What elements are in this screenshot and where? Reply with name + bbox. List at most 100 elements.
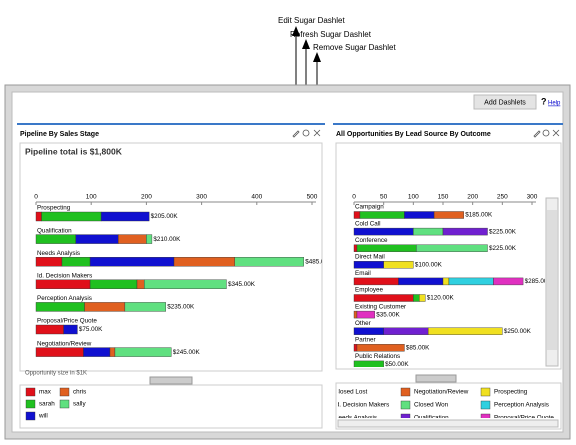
horizontal-scrollbar[interactable] xyxy=(337,419,559,428)
category-label: Cold Call xyxy=(355,220,381,227)
legend: Closed Lost Id. Decision Makers Needs Anal… xyxy=(334,387,554,422)
scroll-handle[interactable] xyxy=(415,374,457,383)
legend-label: sarah xyxy=(39,401,55,408)
category-label: Prospecting xyxy=(37,205,71,212)
legend-label: max xyxy=(39,389,52,396)
total-label: $100.00K xyxy=(415,261,443,268)
legend-swatch xyxy=(480,387,491,397)
plot-area: Campaign $185.00K Cold Call $225.00K Confere… xyxy=(353,204,553,368)
bar-segment xyxy=(359,211,405,219)
bar-segment xyxy=(63,324,78,335)
legend-label: Closed Lost xyxy=(334,389,368,396)
bar-segment xyxy=(35,279,91,289)
category-label: Direct Mail xyxy=(355,253,385,260)
bar-segment xyxy=(442,277,450,286)
scroll-thumb[interactable] xyxy=(547,210,557,350)
legend-swatch xyxy=(25,387,36,397)
add-dashlets-button[interactable] xyxy=(473,94,537,110)
bar-segment xyxy=(442,227,488,236)
category-label: Perception Analysis xyxy=(37,295,92,302)
bar-segment xyxy=(353,244,358,252)
annotation: Refresh Sugar Dashlet xyxy=(290,30,372,39)
total-label: $50.00K xyxy=(385,361,409,368)
category-label: Other xyxy=(355,320,371,327)
legend: max sarah will chris sally xyxy=(25,387,86,421)
bar-segment xyxy=(173,257,235,267)
bar-segment xyxy=(427,327,503,335)
total-label: $285.00K xyxy=(525,278,553,285)
axis-label: Opportunity size in $1K xyxy=(25,371,87,377)
add-dashlets-label[interactable]: Add Dashlets xyxy=(484,99,526,106)
x-tick-label: 200 xyxy=(467,194,478,201)
bar-segment xyxy=(398,277,444,286)
bar-segment xyxy=(89,257,175,267)
x-tick-label: 100 xyxy=(86,194,97,201)
category-label: Existing Customer xyxy=(355,303,406,310)
legend-label: Perception Analysis xyxy=(494,402,549,409)
bar-segment xyxy=(353,310,358,319)
bar-segment xyxy=(35,324,64,335)
legend-label: will xyxy=(38,413,48,420)
help-link[interactable]: Help xyxy=(548,101,561,107)
legend-swatch xyxy=(480,400,491,410)
category-label: Qualification xyxy=(37,227,72,234)
legend-swatch xyxy=(25,399,36,409)
bar-segment xyxy=(353,277,399,286)
x-tick-label: 300 xyxy=(527,194,538,201)
legend-swatch xyxy=(59,399,70,409)
dashlet-header-line xyxy=(333,123,563,125)
bar-segment xyxy=(493,277,524,286)
category-label: Email xyxy=(355,270,371,277)
legend-label: Closed Won xyxy=(414,402,449,409)
help-icon: ? xyxy=(541,96,547,106)
bar-segment xyxy=(100,211,150,222)
legend-label: Proposal/Price Quote xyxy=(494,415,554,422)
bar-segment xyxy=(353,294,414,302)
bar-segment xyxy=(35,234,76,244)
bar-segment xyxy=(35,347,84,357)
total-label: $185.00K xyxy=(465,212,493,219)
bar-segment xyxy=(234,257,304,267)
dashlet-title: Pipeline By Sales Stage xyxy=(20,131,99,138)
x-tick-label: 50 xyxy=(380,194,388,201)
x-tick-label: 0 xyxy=(34,194,38,201)
bar-segment xyxy=(89,279,138,289)
category-label: Negotiation/Review xyxy=(37,340,92,347)
bar-segment xyxy=(75,234,119,244)
total-label: $235.00K xyxy=(167,304,195,311)
bar-segment xyxy=(124,302,166,312)
bar-segment xyxy=(35,302,85,312)
legend-box xyxy=(19,384,323,429)
legend-swatch xyxy=(25,411,36,421)
legend-label: Needs Analysis xyxy=(334,415,377,422)
annotation: Remove Sugar Dashlet xyxy=(313,43,396,52)
bar-segment xyxy=(413,294,420,302)
category-label: Id. Decision Makers xyxy=(37,272,92,279)
legend-swatch xyxy=(400,413,411,418)
annotation: Edit Sugar Dashlet xyxy=(278,16,345,25)
total-label: $225.00K xyxy=(489,245,517,252)
total-label: $245.00K xyxy=(173,349,201,356)
bar-segment xyxy=(356,244,417,252)
x-tick-label: 150 xyxy=(438,194,449,201)
category-label: Campaign xyxy=(355,204,384,211)
bar-segment xyxy=(353,360,384,367)
total-label: $225.00K xyxy=(489,228,517,235)
scroll-handle[interactable] xyxy=(149,376,193,385)
chart-subtitle: Pipeline total is $1,800K xyxy=(25,146,123,156)
bar-segment xyxy=(356,310,375,319)
x-tick-label: 0 xyxy=(352,194,356,201)
total-label: $250.00K xyxy=(504,328,532,335)
legend-label: Id. Decision Makers xyxy=(334,402,389,409)
legend-swatch xyxy=(480,413,491,418)
bar-segment xyxy=(413,227,444,236)
total-label: $120.00K xyxy=(427,295,455,302)
legend-swatch xyxy=(400,400,411,410)
x-tick-label: 250 xyxy=(497,194,508,201)
arrowheads xyxy=(292,26,321,62)
bar-segment xyxy=(353,211,361,219)
x-tick-label: 200 xyxy=(141,194,152,201)
legend-swatch xyxy=(59,387,70,397)
dashlet-icons[interactable] xyxy=(292,129,560,138)
